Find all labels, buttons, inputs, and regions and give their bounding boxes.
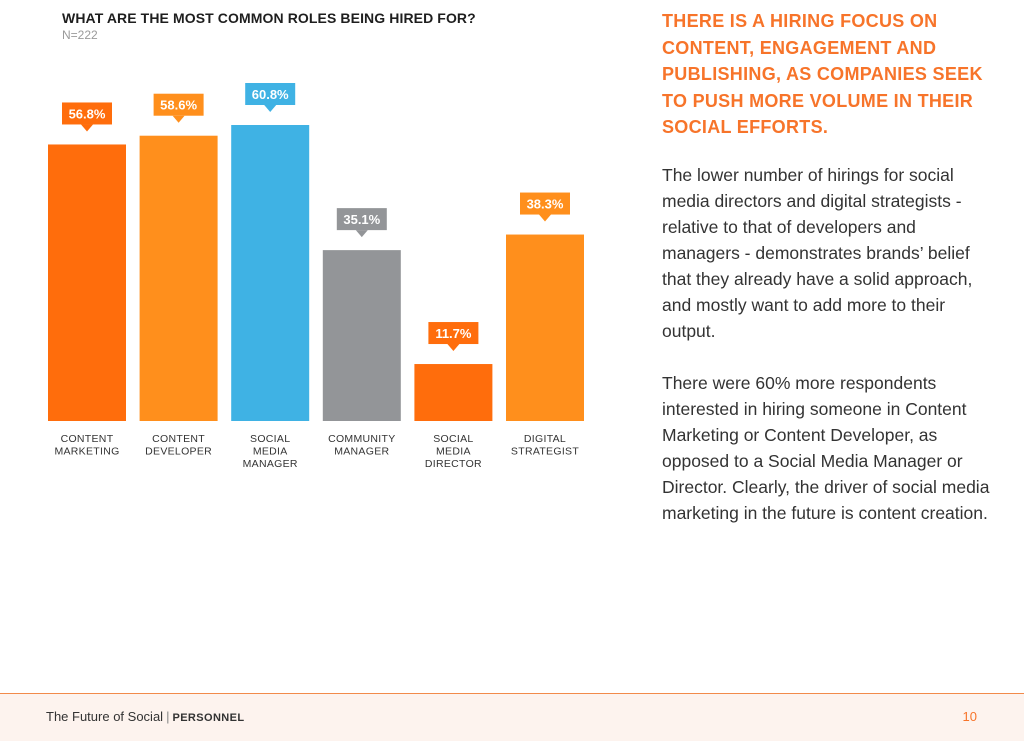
category-label-social-media-director: SOCIAL MEDIA DIRECTOR: [425, 433, 482, 470]
bar-community-manager: [322, 250, 401, 421]
bar-chart: 56.8% CONTENT MARKETING 58.6% CONTENT DEVELOP…: [48, 83, 584, 470]
footer-publication: The Future of Social | PERSONNEL: [46, 709, 245, 724]
sidebar-paragraph-1: The lower number of hirings for social m…: [662, 165, 973, 341]
value-label-digital-strategist: 38.3%: [527, 197, 564, 212]
footer-section-name: PERSONNEL: [172, 712, 245, 724]
value-label-pointer-content-marketing: [81, 124, 93, 132]
bar-social-media-manager: [231, 125, 310, 421]
sidebar-paragraph-2: There were 60% more respondents interest…: [662, 373, 990, 523]
category-label-community-manager: COMMUNITY MANAGER: [328, 433, 395, 458]
value-label-box-digital-strategist: [520, 192, 570, 215]
footer-separator: |: [166, 709, 170, 724]
sidebar-headline: THERE IS A HIRING FOCUS ON CONTENT, ENGA…: [662, 11, 983, 137]
value-label-content-marketing: 56.8%: [69, 106, 106, 121]
category-label-digital-strategist: DIGITAL STRATEGIST: [511, 433, 579, 458]
chart-title: WHAT ARE THE MOST COMMON ROLES BEING HIR…: [62, 10, 476, 26]
category-label-content-developer: CONTENT DEVELOPER: [145, 433, 212, 458]
value-label-community-manager: 35.1%: [343, 212, 380, 227]
value-label-pointer-community-manager: [355, 230, 368, 238]
category-label-social-media-manager: SOCIAL MEDIA MANAGER: [243, 433, 298, 470]
value-label-pointer-social-media-director: [447, 344, 460, 352]
footer-publication-title: The Future of Social: [46, 709, 164, 724]
value-label-pointer-content-developer: [172, 115, 185, 123]
value-label-box-content-developer: [153, 93, 204, 116]
page-number: 10: [962, 709, 977, 724]
value-label-pointer-social-media-manager: [264, 105, 277, 112]
bar-social-media-director: [414, 364, 493, 421]
value-label-content-developer: 58.6%: [160, 98, 197, 113]
value-label-box-content-marketing: [62, 102, 112, 125]
value-label-box-social-media-manager: [245, 83, 296, 105]
value-label-social-media-director: 11.7%: [435, 326, 472, 341]
category-label-content-marketing: CONTENT MARKETING: [54, 433, 119, 458]
value-label-social-media-manager: 60.8%: [252, 87, 289, 102]
value-label-box-community-manager: [336, 208, 387, 231]
bar-content-marketing: [48, 144, 126, 421]
page-footer: The Future of Social | PERSONNEL 10: [0, 693, 1024, 741]
bar-content-developer: [139, 135, 218, 422]
value-label-box-social-media-director: [428, 322, 479, 345]
bar-digital-strategist: [506, 234, 584, 421]
chart-subtitle: N=222: [62, 28, 98, 42]
value-label-pointer-digital-strategist: [539, 214, 551, 222]
